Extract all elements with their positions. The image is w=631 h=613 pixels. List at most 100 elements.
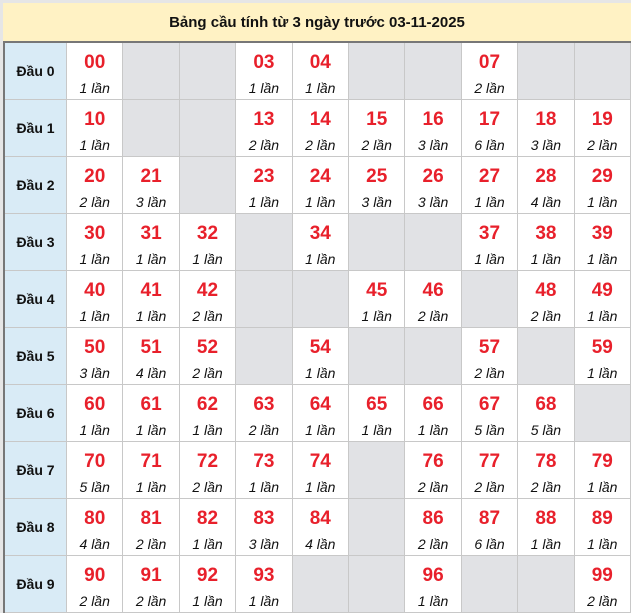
lottery-number: 07: [478, 52, 501, 73]
occurrence-count: 3 lần: [79, 365, 110, 381]
empty-cell: [349, 328, 406, 385]
lottery-number: 38: [535, 223, 557, 244]
number-cell: 81 2 lần: [123, 499, 180, 556]
row-header: Đầu 7: [5, 442, 67, 499]
occurrence-count: 1 lần: [192, 251, 223, 267]
lottery-number: 10: [84, 109, 106, 130]
occurrence-count: 1 lần: [192, 593, 223, 609]
number-cell: 59 1 lần: [574, 328, 631, 385]
lottery-number: 25: [366, 166, 388, 187]
number-cell: 40 1 lần: [67, 271, 124, 328]
empty-cell: [349, 556, 406, 613]
empty-cell: [179, 157, 237, 214]
lottery-number: 59: [591, 337, 613, 358]
number-cell: 17 6 lần: [461, 100, 519, 157]
occurrence-count: 1 lần: [135, 479, 167, 495]
number-cell: 50 3 lần: [67, 328, 124, 385]
empty-cell: [518, 328, 575, 385]
empty-cell: [179, 43, 237, 100]
occurrence-count: 2 lần: [361, 137, 392, 153]
number-cell: 21 3 lần: [123, 157, 180, 214]
lottery-number: 37: [478, 223, 501, 244]
occurrence-count: 2 lần: [192, 308, 223, 324]
empty-cell: [349, 499, 406, 556]
lottery-number: 70: [84, 451, 106, 472]
empty-cell: [236, 271, 293, 328]
lottery-number: 52: [196, 337, 219, 358]
lottery-number: 19: [591, 109, 613, 130]
number-cell: 16 3 lần: [405, 100, 462, 157]
occurrence-count: 2 lần: [417, 479, 449, 495]
number-cell: 34 1 lần: [292, 214, 349, 271]
number-cell: 42 2 lần: [179, 271, 237, 328]
lottery-number: 84: [309, 508, 331, 529]
number-cell: 89 1 lần: [574, 499, 631, 556]
occurrence-count: 1 lần: [79, 251, 110, 267]
lottery-number: 66: [422, 394, 444, 415]
occurrence-count: 1 lần: [248, 80, 280, 96]
number-cell: 74 1 lần: [292, 442, 349, 499]
lottery-number: 16: [422, 109, 444, 130]
row-header: Đầu 0: [5, 43, 67, 100]
lottery-number: 81: [140, 508, 162, 529]
empty-cell: [574, 43, 631, 100]
occurrence-count: 2 lần: [587, 593, 618, 609]
lottery-number: 14: [309, 109, 331, 130]
occurrence-count: 1 lần: [474, 194, 505, 210]
number-cell: 45 1 lần: [349, 271, 406, 328]
empty-cell: [405, 43, 462, 100]
empty-cell: [236, 214, 293, 271]
number-cell: 66 1 lần: [405, 385, 462, 442]
empty-cell: [461, 556, 519, 613]
occurrence-count: 2 lần: [587, 137, 618, 153]
lottery-number: 24: [309, 166, 331, 187]
occurrence-count: 1 lần: [248, 593, 280, 609]
number-cell: 31 1 lần: [123, 214, 180, 271]
lottery-number: 39: [591, 223, 613, 244]
number-cell: 57 2 lần: [461, 328, 519, 385]
row-header: Đầu 8: [5, 499, 67, 556]
empty-cell: [123, 100, 180, 157]
occurrence-count: 3 lần: [361, 194, 392, 210]
occurrence-count: 2 lần: [474, 479, 505, 495]
number-cell: 24 1 lần: [292, 157, 349, 214]
number-cell: 62 1 lần: [179, 385, 237, 442]
occurrence-count: 3 lần: [135, 194, 167, 210]
occurrence-count: 1 lần: [79, 308, 110, 324]
row-header: Đầu 3: [5, 214, 67, 271]
lottery-number: 30: [84, 223, 106, 244]
lottery-number: 18: [535, 109, 557, 130]
number-cell: 71 1 lần: [123, 442, 180, 499]
lottery-number: 82: [196, 508, 219, 529]
lottery-number: 17: [478, 109, 501, 130]
number-cell: 27 1 lần: [461, 157, 519, 214]
number-cell: 73 1 lần: [236, 442, 293, 499]
occurrence-count: 1 lần: [305, 251, 336, 267]
lottery-number: 13: [253, 109, 275, 130]
lottery-number: 42: [196, 280, 219, 301]
lottery-number: 74: [309, 451, 331, 472]
occurrence-count: 5 lần: [530, 422, 562, 438]
empty-cell: [349, 43, 406, 100]
lottery-number: 68: [535, 394, 557, 415]
lottery-number: 93: [253, 565, 275, 586]
empty-cell: [123, 43, 180, 100]
lottery-number: 49: [591, 280, 613, 301]
lottery-number: 65: [366, 394, 388, 415]
occurrence-count: 4 lần: [135, 365, 167, 381]
occurrence-count: 2 lần: [417, 536, 449, 552]
row-header: Đầu 2: [5, 157, 67, 214]
occurrence-count: 1 lần: [305, 80, 336, 96]
occurrence-count: 2 lần: [530, 308, 562, 324]
number-cell: 99 2 lần: [574, 556, 631, 613]
empty-cell: [518, 43, 575, 100]
lottery-number: 72: [196, 451, 219, 472]
occurrence-count: 1 lần: [587, 308, 618, 324]
lottery-number: 86: [422, 508, 444, 529]
occurrence-count: 3 lần: [530, 137, 562, 153]
number-cell: 84 4 lần: [292, 499, 349, 556]
lottery-number: 50: [84, 337, 106, 358]
lottery-number: 96: [422, 565, 444, 586]
number-cell: 82 1 lần: [179, 499, 237, 556]
number-cell: 87 6 lần: [461, 499, 519, 556]
